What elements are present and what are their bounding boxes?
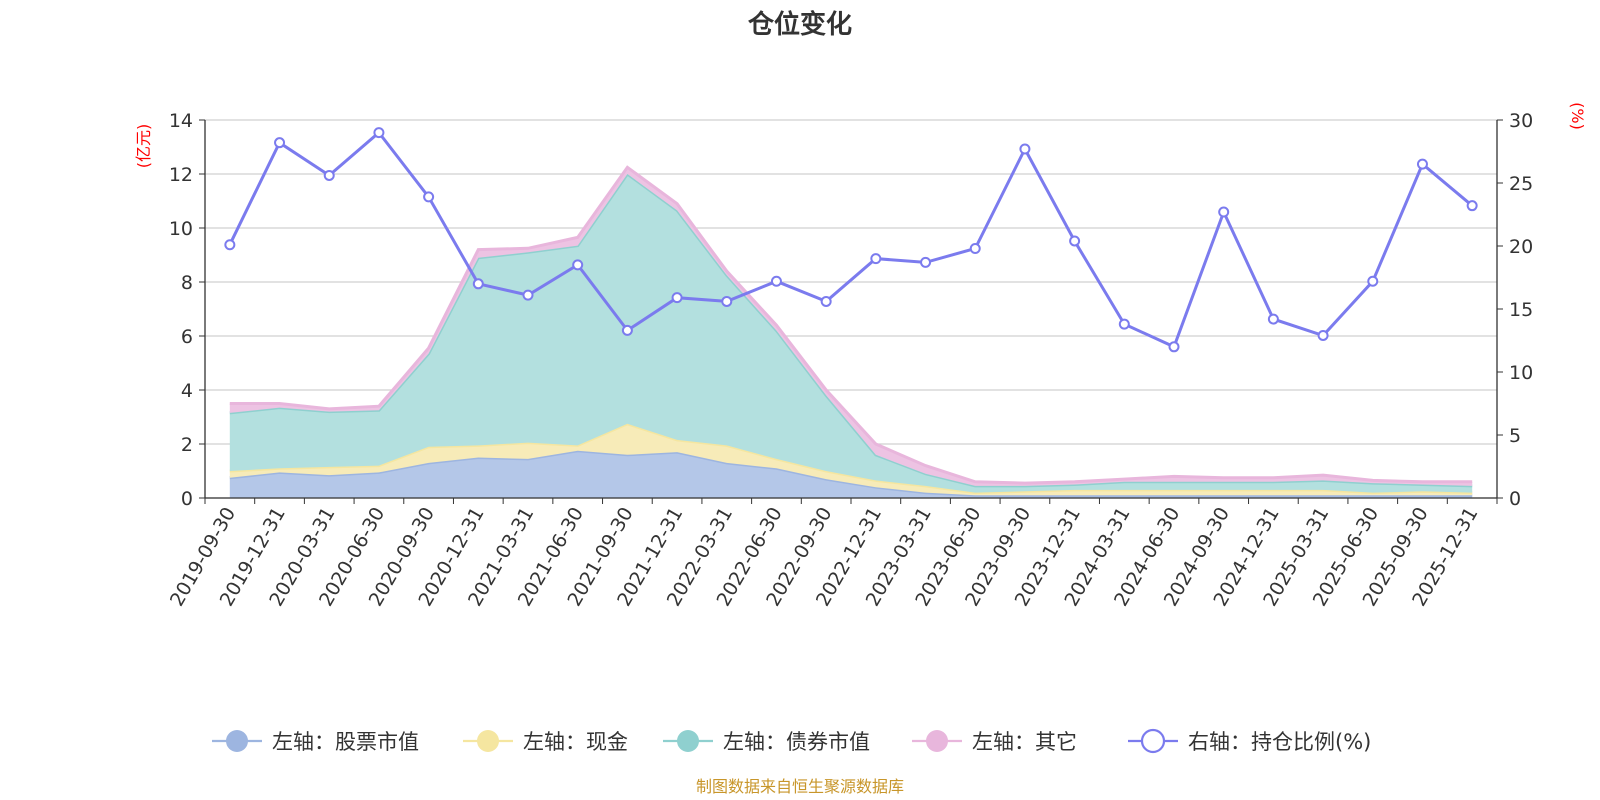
legend-label: 左轴：其它: [972, 730, 1077, 754]
ratio-point: [1466, 200, 1478, 212]
ratio-point: [423, 191, 435, 203]
right-axis-unit: (%): [1568, 102, 1587, 130]
legend-item[interactable]: 左轴：债券市值: [663, 730, 870, 754]
right-tick-label: 25: [1509, 173, 1533, 195]
chart-title: 仓位变化: [747, 9, 852, 40]
legend-item[interactable]: 右轴：持仓比例(%): [1128, 728, 1371, 754]
ratio-point: [1416, 158, 1428, 170]
legend-item[interactable]: 左轴：股票市值: [212, 730, 419, 754]
legend-label: 左轴：股票市值: [272, 730, 419, 754]
area-左轴：现金: [229, 423, 1473, 496]
ratio-point: [621, 324, 633, 336]
legend-marker-icon: [677, 730, 699, 752]
ratio-point: [224, 239, 236, 251]
left-tick-label: 4: [181, 380, 193, 402]
area-左轴：股票市值: [229, 450, 1473, 498]
ratio-point: [1317, 329, 1329, 341]
ratio-point: [721, 295, 733, 307]
ratio-point: [1267, 313, 1279, 325]
ratio-point: [671, 292, 683, 304]
ratio-point: [522, 289, 534, 301]
legend-marker-icon: [226, 730, 248, 752]
legend-marker-icon: [1140, 728, 1166, 754]
left-axis-unit: (亿元): [134, 124, 153, 169]
ratio-point: [1069, 235, 1081, 247]
ratio-point: [1367, 275, 1379, 287]
ratio-point: [572, 259, 584, 271]
legend-label: 左轴：债券市值: [723, 730, 870, 754]
data-source: 制图数据来自恒生聚源数据库: [696, 777, 904, 796]
area-左轴：债券市值: [229, 174, 1473, 493]
ratio-line-series: [224, 127, 1478, 353]
legend-label: 右轴：持仓比例(%): [1188, 730, 1371, 754]
ratio-point: [1118, 318, 1130, 330]
legend-item[interactable]: 左轴：其它: [912, 730, 1077, 754]
ratio-point: [870, 253, 882, 265]
left-tick-label: 6: [181, 326, 193, 348]
ratio-point: [472, 278, 484, 290]
ratio-point: [274, 137, 286, 149]
left-tick-label: 14: [169, 110, 193, 132]
right-tick-label: 0: [1509, 488, 1521, 510]
ratio-line: [228, 130, 1474, 349]
right-tick-label: 30: [1509, 110, 1533, 132]
ratio-point: [1168, 341, 1180, 353]
stacked-areas: [229, 165, 1473, 498]
left-tick-label: 2: [181, 434, 193, 456]
legend-item[interactable]: 左轴：现金: [463, 730, 628, 754]
ratio-point: [1019, 143, 1031, 155]
ratio-point: [920, 256, 932, 268]
right-tick-label: 10: [1509, 362, 1533, 384]
right-tick-label: 5: [1509, 425, 1521, 447]
ratio-point: [770, 275, 782, 287]
ratio-point: [323, 169, 335, 181]
left-tick-label: 0: [181, 488, 193, 510]
legend: 左轴：股票市值 左轴：现金 左轴：债券市值 左轴：其它 右轴：持仓比例(%): [212, 728, 1371, 754]
ratio-point: [820, 295, 832, 307]
left-tick-label: 8: [181, 272, 193, 294]
legend-label: 左轴：现金: [523, 730, 628, 754]
legend-marker-icon: [926, 730, 948, 752]
right-tick-label: 15: [1509, 299, 1533, 321]
axes: 024681012140510152025302019-09-302019-12…: [166, 110, 1533, 610]
area-edge-左轴：其它: [229, 165, 1473, 485]
ratio-point: [969, 243, 981, 255]
ratio-point: [1218, 206, 1230, 218]
ratio-point: [373, 127, 385, 139]
right-tick-label: 20: [1509, 236, 1533, 258]
left-tick-label: 12: [169, 164, 193, 186]
left-tick-label: 10: [169, 218, 193, 240]
legend-marker-icon: [477, 730, 499, 752]
